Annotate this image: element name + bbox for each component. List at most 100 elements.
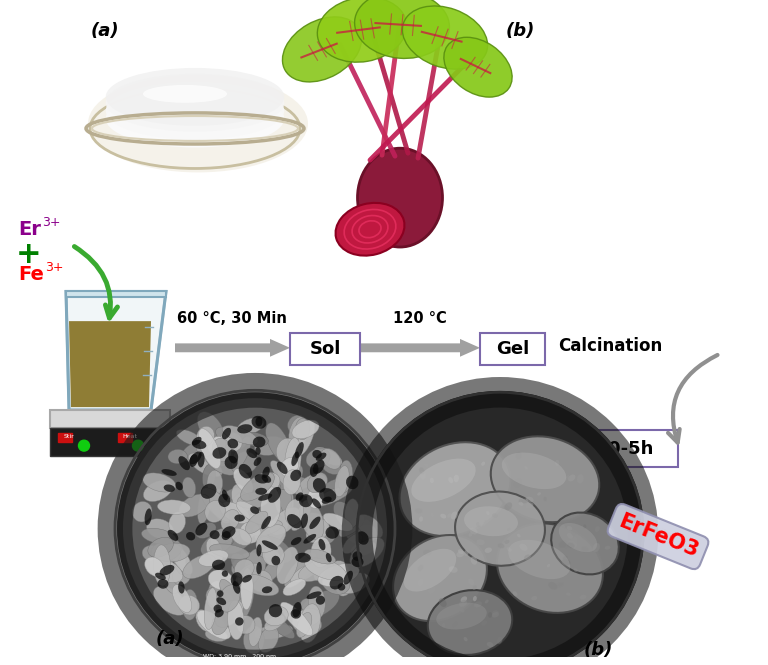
Ellipse shape	[154, 586, 187, 615]
Ellipse shape	[305, 558, 346, 581]
Ellipse shape	[404, 549, 456, 592]
Ellipse shape	[296, 492, 303, 501]
Ellipse shape	[418, 599, 424, 606]
Ellipse shape	[251, 520, 283, 536]
Polygon shape	[175, 339, 290, 356]
Ellipse shape	[284, 553, 316, 588]
Ellipse shape	[339, 515, 364, 537]
Ellipse shape	[399, 442, 511, 536]
Text: Heat: Heat	[122, 434, 137, 440]
Ellipse shape	[299, 560, 334, 581]
Ellipse shape	[265, 549, 282, 567]
Ellipse shape	[143, 473, 176, 492]
Ellipse shape	[419, 516, 423, 521]
Ellipse shape	[144, 480, 172, 501]
Ellipse shape	[157, 579, 168, 589]
Ellipse shape	[336, 203, 405, 255]
Ellipse shape	[418, 565, 423, 571]
Ellipse shape	[307, 488, 325, 508]
Ellipse shape	[215, 600, 243, 627]
Ellipse shape	[242, 432, 268, 446]
Ellipse shape	[593, 543, 600, 552]
Ellipse shape	[505, 540, 509, 544]
Polygon shape	[66, 291, 166, 297]
Ellipse shape	[444, 37, 512, 97]
Ellipse shape	[158, 553, 179, 594]
Ellipse shape	[260, 537, 292, 563]
Ellipse shape	[285, 438, 301, 481]
Ellipse shape	[261, 516, 271, 529]
Ellipse shape	[250, 570, 272, 592]
Ellipse shape	[491, 436, 599, 522]
Ellipse shape	[182, 441, 218, 463]
Ellipse shape	[255, 488, 267, 495]
Ellipse shape	[237, 424, 253, 434]
Ellipse shape	[353, 551, 362, 561]
Circle shape	[117, 392, 393, 665]
Ellipse shape	[296, 421, 315, 456]
Ellipse shape	[212, 560, 225, 570]
Ellipse shape	[264, 606, 288, 626]
Ellipse shape	[287, 514, 302, 528]
Ellipse shape	[233, 581, 253, 624]
Ellipse shape	[476, 539, 485, 545]
Ellipse shape	[440, 513, 446, 519]
Text: WD: 3.87 mm   200 nm: WD: 3.87 mm 200 nm	[458, 662, 531, 665]
Ellipse shape	[291, 452, 299, 466]
Ellipse shape	[257, 544, 262, 557]
Ellipse shape	[295, 553, 311, 563]
Ellipse shape	[302, 513, 327, 533]
Ellipse shape	[455, 491, 545, 566]
Ellipse shape	[275, 483, 293, 517]
Ellipse shape	[223, 528, 253, 554]
Ellipse shape	[508, 540, 570, 579]
Ellipse shape	[478, 519, 485, 526]
Ellipse shape	[314, 448, 342, 465]
Ellipse shape	[196, 610, 213, 631]
Ellipse shape	[237, 616, 255, 634]
Ellipse shape	[218, 585, 240, 612]
Ellipse shape	[270, 507, 300, 535]
Ellipse shape	[207, 538, 223, 563]
Ellipse shape	[513, 591, 518, 597]
Ellipse shape	[458, 549, 464, 554]
Ellipse shape	[290, 469, 301, 481]
Ellipse shape	[305, 549, 336, 564]
Ellipse shape	[164, 545, 180, 561]
Ellipse shape	[544, 497, 547, 501]
Ellipse shape	[276, 547, 298, 584]
Ellipse shape	[548, 582, 558, 590]
Ellipse shape	[207, 470, 223, 496]
Ellipse shape	[456, 551, 465, 557]
Text: Er: Er	[18, 219, 41, 239]
Ellipse shape	[428, 585, 436, 594]
Ellipse shape	[236, 501, 266, 525]
Ellipse shape	[556, 524, 565, 531]
Ellipse shape	[561, 559, 571, 566]
Ellipse shape	[269, 604, 282, 617]
Ellipse shape	[106, 68, 284, 126]
Ellipse shape	[175, 481, 183, 490]
Ellipse shape	[474, 601, 482, 607]
Ellipse shape	[242, 575, 252, 583]
Ellipse shape	[419, 467, 425, 474]
Ellipse shape	[568, 475, 575, 481]
Ellipse shape	[356, 515, 383, 539]
Ellipse shape	[292, 420, 319, 439]
Ellipse shape	[464, 550, 468, 556]
Text: (b): (b)	[584, 641, 613, 659]
Circle shape	[125, 400, 385, 657]
Ellipse shape	[231, 553, 252, 577]
Ellipse shape	[262, 587, 273, 593]
Ellipse shape	[454, 475, 459, 482]
Ellipse shape	[236, 563, 261, 589]
Ellipse shape	[143, 85, 227, 103]
Ellipse shape	[428, 590, 512, 655]
Ellipse shape	[233, 452, 257, 473]
Ellipse shape	[207, 437, 226, 454]
Ellipse shape	[144, 557, 164, 577]
Ellipse shape	[519, 543, 528, 551]
Ellipse shape	[231, 436, 251, 471]
Ellipse shape	[314, 526, 335, 544]
Ellipse shape	[264, 612, 295, 638]
